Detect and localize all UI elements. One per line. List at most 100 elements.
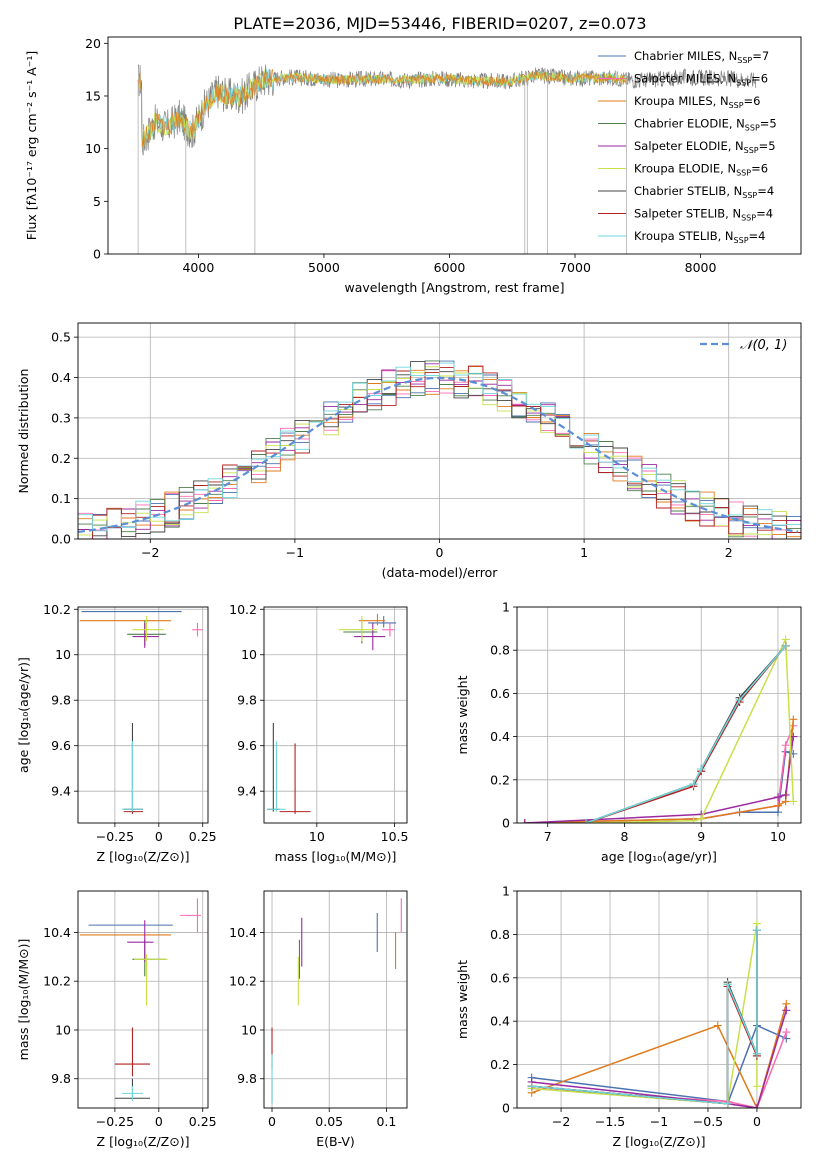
y-axis-label: mass weight (455, 675, 470, 754)
x-tick-label: 0.25 (189, 1114, 217, 1129)
legend-entry: Kroupa ELODIE, NSSP=6 (634, 162, 768, 178)
legend-entry: 𝒩(0, 1) (740, 338, 787, 353)
x-tick-label: 0 (753, 1114, 761, 1129)
plot-frame (77, 322, 802, 540)
legend-value: =4 (756, 207, 773, 221)
x-tick-label: 0.1 (376, 1114, 396, 1129)
y-tick-label: 10.2 (229, 602, 257, 617)
legend-entry: Chabrier MILES, NSSP=7 (634, 49, 769, 65)
weight-point (735, 695, 744, 704)
y-axis-label: age [log₁₀(age/yr)] (16, 657, 31, 773)
x-tick-label: 8000 (685, 260, 717, 275)
legend-subscript: SSP (741, 214, 756, 223)
x-tick-label: 6000 (434, 260, 466, 275)
weight-point (773, 801, 782, 810)
x-tick-label: 8 (620, 829, 628, 844)
x-tick-label: 9 (697, 829, 705, 844)
y-tick-label: 10 (55, 1022, 71, 1037)
mass-vs-Z-panel: −0.25 0 0.25 9.8 10 10.2 10.4 Z [log₁₀(Z/Z⊙)] ma… (16, 890, 217, 1149)
y-tick-label: 10.2 (229, 974, 257, 989)
weight-point (782, 1006, 791, 1015)
weight-point (789, 797, 798, 806)
y-tick-label: 0 (502, 1101, 510, 1116)
weight-point (752, 1049, 761, 1058)
weight-point (773, 793, 782, 802)
legend-entry: Salpeter STELIB, NSSP=4 (634, 207, 773, 223)
y-tick-label: 0.2 (490, 772, 510, 787)
plot-area (527, 919, 791, 1108)
legend-value: =6 (751, 162, 768, 176)
y-tick-label: 10 (241, 647, 257, 662)
plot-frame (263, 606, 408, 824)
weight-point (752, 1104, 761, 1108)
x-tick-label: 2 (725, 545, 733, 560)
legend-label: Salpeter MILES, N (634, 72, 736, 86)
x-tick-label: 0 (155, 1114, 163, 1129)
x-tick-label: −2 (552, 1114, 570, 1129)
plot-area (79, 898, 201, 1101)
x-tick-label: 0.05 (315, 1114, 343, 1129)
plot-area (271, 898, 402, 1104)
weight-point (582, 819, 591, 823)
y-tick-label: 10 (241, 1022, 257, 1037)
weight-vs-Z-panel: −2 −1.5 −1 −0.5 0 0 0.2 0.4 0.6 0.8 1 Z [log₁₀(Z/Z⊙… (455, 884, 802, 1149)
age-vs-Z-panel: −0.25 0 0.25 9.4 9.6 9.8 10 10.2 Z [log₁₀(Z/Z⊙)]… (16, 602, 217, 864)
y-tick-label: 9.4 (237, 784, 257, 799)
y-tick-label: 9.4 (51, 784, 71, 799)
weight-series-line (585, 645, 787, 823)
y-tick-label: 0.6 (490, 970, 510, 985)
weight-series-line (531, 930, 758, 1105)
y-tick-label: 10 (55, 647, 71, 662)
x-tick-label: 10 (770, 829, 786, 844)
x-tick-label: 10.5 (381, 829, 409, 844)
normal-curve (78, 376, 799, 533)
legend-entry: Chabrier STELIB, NSSP=4 (634, 184, 774, 200)
y-tick-label: 0.6 (490, 686, 510, 701)
weight-series-line (585, 645, 787, 823)
y-tick-label: 10 (85, 141, 101, 156)
weight-point (713, 1021, 722, 1030)
plot-frame (263, 890, 408, 1109)
y-tick-label: 9.6 (51, 738, 71, 753)
weight-point (697, 765, 706, 773)
weight-point (689, 780, 698, 789)
weight-series-line (524, 725, 794, 823)
legend-label: Chabrier ELODIE, N (634, 117, 745, 131)
weight-point (527, 1082, 536, 1091)
x-tick-label: 4000 (182, 260, 214, 275)
plot-frame (516, 606, 802, 824)
x-tick-label: 0 (155, 829, 163, 844)
legend-entry: Kroupa MILES, NSSP=6 (634, 94, 760, 110)
y-axis-label: mass [log₁₀(M/M⊙)] (16, 939, 31, 1061)
weight-series-line (531, 930, 758, 1105)
y-tick-label: 0.3 (51, 410, 71, 425)
x-axis-label: Z [log₁₀(Z/Z⊙)] (613, 1134, 706, 1149)
weight-point (723, 980, 732, 989)
legend-subscript: SSP (736, 79, 751, 88)
legend-subscript: SSP (744, 146, 759, 155)
weight-point (689, 816, 698, 823)
plot-frame (77, 606, 209, 824)
y-tick-label: 0.2 (51, 451, 71, 466)
legend-label: Chabrier STELIB, N (634, 184, 742, 198)
x-tick-label: −0.25 (96, 829, 134, 844)
weight-point (781, 741, 790, 750)
legend-entry: Salpeter MILES, NSSP=6 (634, 72, 768, 88)
legend-value: =5 (760, 117, 777, 131)
plot-area (79, 610, 203, 814)
residual-histogram-panel: −2 −1 0 1 2 0.0 0.1 0.2 0.3 0.4 0.5 (data-model)/er… (16, 322, 802, 580)
x-axis-label: E(B-V) (316, 1134, 355, 1149)
y-tick-label: 15 (85, 88, 101, 103)
legend-value: =4 (757, 184, 774, 198)
weight-series-line (531, 930, 758, 1105)
legend-value: =4 (749, 229, 766, 243)
legend-label: Kroupa MILES, N (634, 94, 729, 108)
legend-label: Kroupa STELIB, N (634, 229, 734, 243)
y-tick-label: 1 (502, 600, 510, 615)
y-tick-label: 0.8 (490, 927, 510, 942)
weight-point (752, 926, 761, 935)
x-axis-label: wavelength [Angstrom, rest frame] (344, 280, 564, 295)
x-tick-label: 10 (309, 829, 325, 844)
legend-value: =7 (752, 49, 769, 63)
